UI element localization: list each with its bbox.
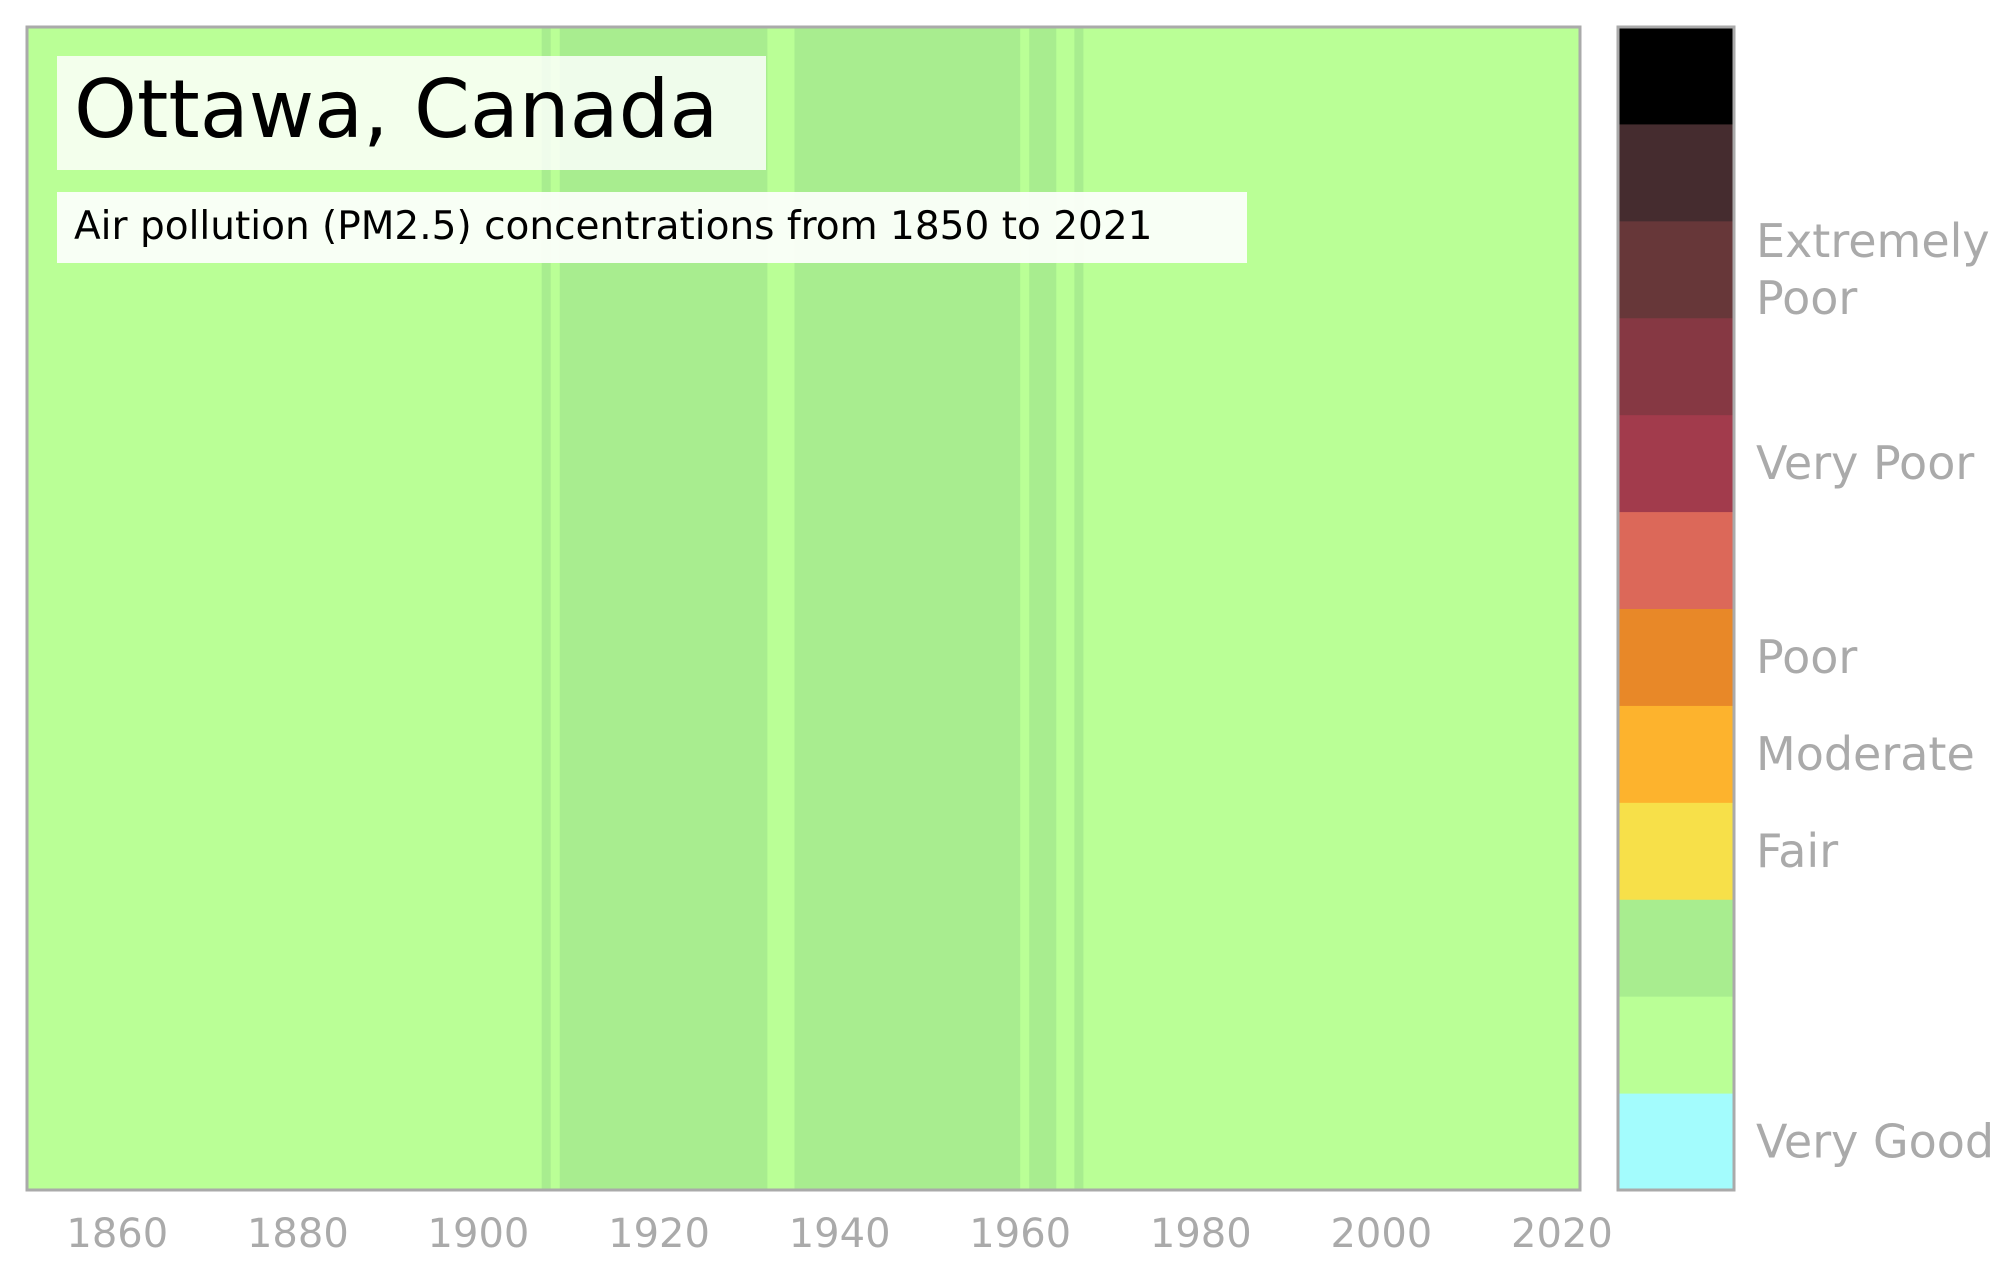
colorbar-label: Extremely Poor [1756, 214, 1990, 325]
colorbar-label: Moderate [1756, 727, 1975, 781]
colorbar-swatch-8 [1618, 317, 1734, 416]
colorbar-swatch-9 [1618, 220, 1734, 319]
x-tick-label: 1960 [969, 1211, 1071, 1257]
colorbar-swatch-6 [1618, 511, 1734, 609]
stripe-segment-8 [1056, 27, 1075, 1190]
colorbar-swatch-11 [1618, 27, 1734, 125]
chart-title: Ottawa, Canada [74, 63, 719, 156]
x-tick-label: 2000 [1330, 1211, 1432, 1257]
x-axis: 1860 1880 1900 1920 1940 1960 1980 2000 2020 [66, 1211, 1612, 1257]
stripe-segment-6 [1020, 27, 1030, 1190]
colorbar-swatch-5 [1618, 608, 1734, 706]
plot-frame [25, 25, 1582, 1192]
x-tick-label: 1860 [66, 1211, 168, 1257]
x-tick-label: 1880 [247, 1211, 349, 1257]
colorbar-legend [1618, 27, 1734, 1191]
colorbar-swatch-7 [1618, 414, 1734, 513]
title-background [57, 56, 766, 170]
colorbar-swatch-10 [1618, 123, 1734, 222]
stripe-segment-9 [1074, 27, 1084, 1190]
x-tick-label: 2020 [1511, 1211, 1613, 1257]
colorbar-label: Very Good [1756, 1115, 1994, 1169]
colorbar-swatch-3 [1618, 802, 1734, 900]
x-tick-label: 1920 [608, 1211, 710, 1257]
colorbar-labels: Very Good Fair Moderate Poor Very Poor Extrem… [1756, 214, 1994, 1169]
x-tick-label: 1900 [428, 1211, 530, 1257]
x-tick-label: 1980 [1150, 1211, 1252, 1257]
colorbar-label: Fair [1756, 824, 1838, 878]
stripe-segment-2 [550, 27, 561, 1190]
colorbar-swatch-0 [1618, 1093, 1734, 1191]
colorbar-label: Poor [1756, 630, 1857, 684]
stripe-segment-1 [541, 27, 552, 1190]
colorbar-swatch-4 [1618, 705, 1734, 803]
colorbar-label: Very Poor [1756, 436, 1974, 490]
subtitle-background [57, 192, 1247, 263]
colorbar-swatch-2 [1618, 899, 1734, 997]
colorbar-swatch-1 [1618, 996, 1734, 1094]
x-tick-label: 1940 [789, 1211, 891, 1257]
colorbar-frame [1616, 25, 1736, 1192]
chart-subtitle: Air pollution (PM2.5) concentrations fro… [74, 204, 1153, 249]
